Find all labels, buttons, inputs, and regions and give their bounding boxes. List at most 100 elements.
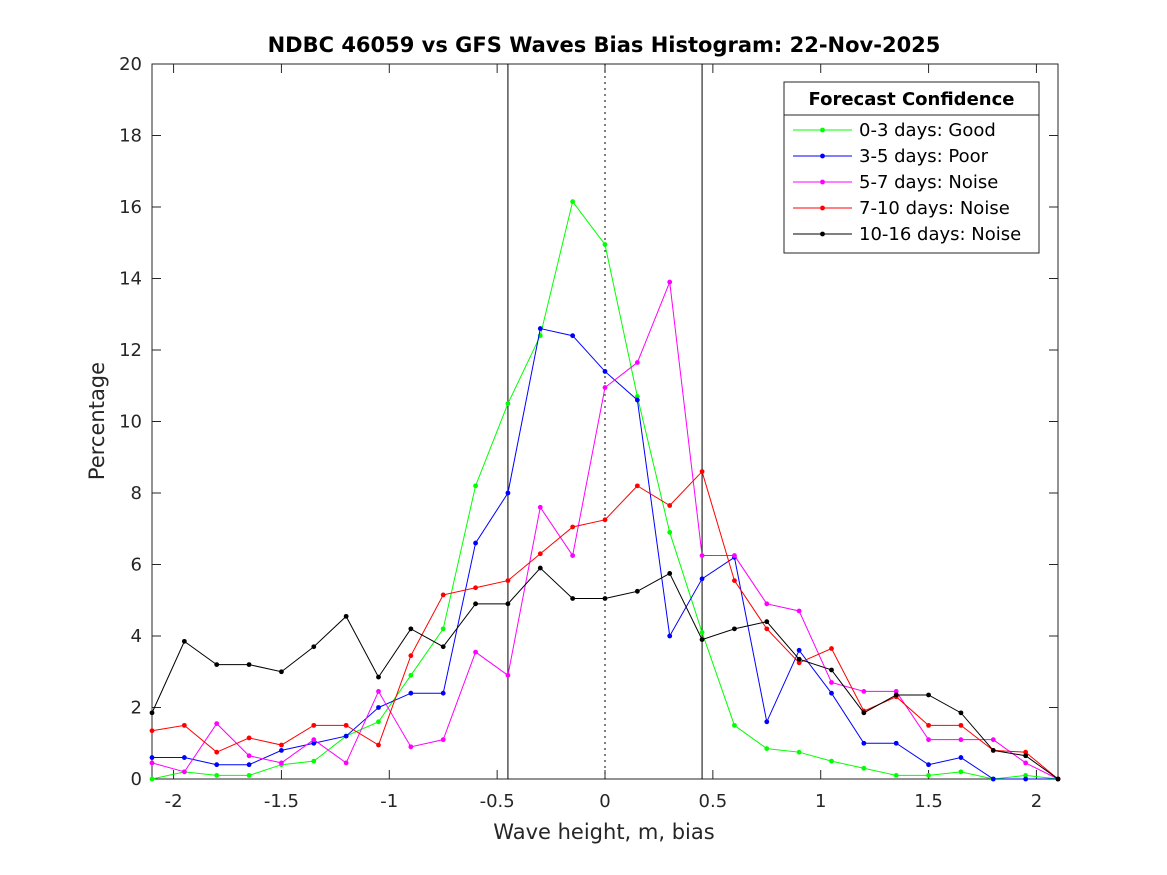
data-point <box>958 737 964 743</box>
data-point <box>667 503 673 508</box>
legend-title: Forecast Confidence <box>809 89 1015 110</box>
data-point <box>311 737 317 743</box>
data-point <box>505 490 511 496</box>
data-point <box>926 773 931 778</box>
x-tick-label: -1 <box>380 791 398 812</box>
data-point <box>926 762 931 768</box>
data-point <box>440 644 446 650</box>
data-point <box>473 649 478 655</box>
legend-label: 7-10 days: Noise <box>859 198 1010 219</box>
x-tick-label: 1 <box>815 791 826 812</box>
y-tick-label: 14 <box>119 269 142 290</box>
legend-label: 10-16 days: Noise <box>859 224 1021 245</box>
data-point <box>473 540 478 546</box>
data-point <box>893 692 899 698</box>
legend-item: 3-5 days: Poor <box>793 146 989 167</box>
legend-label: 0-3 days: Good <box>859 120 996 141</box>
data-point <box>505 401 511 407</box>
series-4 <box>149 469 1061 782</box>
data-point <box>699 576 705 582</box>
data-point <box>473 601 478 607</box>
data-point <box>699 553 705 558</box>
data-point <box>1023 776 1029 782</box>
legend-label: 5-7 days: Noise <box>859 172 998 193</box>
data-point <box>181 638 187 644</box>
data-point <box>376 689 381 694</box>
data-point <box>893 740 899 746</box>
data-point <box>634 397 640 403</box>
legend-swatch-marker <box>820 127 825 133</box>
data-point <box>602 369 608 374</box>
data-point <box>699 637 705 642</box>
data-point <box>990 776 996 782</box>
data-point <box>537 551 543 557</box>
data-point <box>149 710 155 716</box>
y-tick-label: 12 <box>119 340 142 361</box>
data-point <box>796 660 802 666</box>
data-point <box>1023 749 1029 755</box>
data-point <box>634 360 640 365</box>
data-point <box>537 565 543 571</box>
data-point <box>958 722 964 728</box>
y-tick-label: 16 <box>119 197 142 218</box>
data-point <box>440 626 446 632</box>
data-point <box>279 760 284 766</box>
data-point <box>667 571 673 576</box>
data-point <box>181 769 187 775</box>
data-point <box>990 737 996 743</box>
y-tick-label: 18 <box>119 126 142 147</box>
legend-item: 10-16 days: Noise <box>793 224 1021 245</box>
data-point <box>667 633 673 639</box>
data-point <box>246 753 252 759</box>
data-point <box>893 773 899 778</box>
data-point <box>311 722 317 728</box>
data-point <box>537 326 543 331</box>
data-point <box>246 762 252 768</box>
y-tick-label: 10 <box>119 412 142 433</box>
data-point <box>279 669 284 675</box>
data-point <box>311 758 317 764</box>
data-point <box>764 619 770 625</box>
series-3 <box>149 279 1061 782</box>
data-point <box>214 749 220 755</box>
data-point <box>440 592 446 598</box>
data-point <box>505 672 511 678</box>
y-tick-label: 0 <box>131 769 142 790</box>
data-point <box>926 722 931 728</box>
data-point <box>829 680 834 685</box>
data-point <box>214 662 220 667</box>
data-point <box>246 735 252 741</box>
data-point <box>311 644 317 650</box>
data-point <box>667 529 673 535</box>
data-point <box>796 608 802 614</box>
y-tick-label: 4 <box>131 626 142 647</box>
series-1 <box>149 199 1061 782</box>
data-point <box>408 626 414 632</box>
data-point <box>408 744 414 750</box>
data-point <box>732 722 737 728</box>
data-point <box>861 689 867 694</box>
legend-swatch-marker <box>820 153 825 159</box>
data-point <box>667 279 673 285</box>
data-point <box>990 748 996 753</box>
data-point <box>699 469 705 474</box>
data-point <box>570 199 576 205</box>
y-axis-title: Percentage <box>85 362 109 480</box>
data-point <box>732 553 737 558</box>
x-tick-label: 2 <box>1031 791 1042 812</box>
data-point <box>634 394 640 399</box>
legend-item: 7-10 days: Noise <box>793 198 1010 219</box>
data-point <box>602 517 608 523</box>
data-point <box>602 596 608 601</box>
data-point <box>893 689 899 694</box>
data-point <box>311 740 317 746</box>
data-point <box>796 647 802 653</box>
data-point <box>343 760 349 766</box>
data-point <box>958 769 964 775</box>
data-point <box>602 385 608 390</box>
data-point <box>570 596 576 601</box>
data-point <box>246 662 252 667</box>
data-point <box>764 719 770 725</box>
data-point <box>149 760 155 766</box>
